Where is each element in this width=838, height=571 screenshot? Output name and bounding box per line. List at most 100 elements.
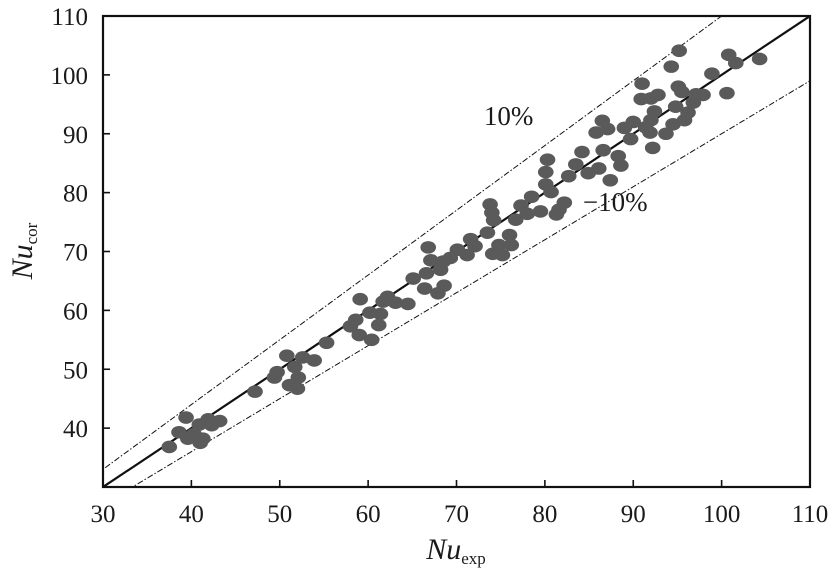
data-point xyxy=(405,272,421,285)
data-point xyxy=(247,385,263,398)
x-axis-label-main: Nu xyxy=(425,533,461,566)
y-axis-label: Nucor xyxy=(6,222,41,280)
data-point xyxy=(574,145,590,159)
data-point xyxy=(318,336,335,350)
data-point xyxy=(671,44,688,58)
data-point xyxy=(646,105,663,118)
data-point xyxy=(372,307,389,321)
x-axis-label-sub: exp xyxy=(461,549,486,568)
data-point xyxy=(195,432,211,446)
data-point xyxy=(519,207,535,221)
data-point xyxy=(491,238,507,252)
x-tick-label: 60 xyxy=(356,501,381,528)
data-point xyxy=(363,333,380,347)
x-tick-label: 80 xyxy=(532,501,557,528)
data-point xyxy=(695,88,711,102)
data-point xyxy=(751,52,768,66)
y-axis-label-main: Nu xyxy=(6,244,39,280)
x-tick-label: 30 xyxy=(91,501,116,528)
data-point xyxy=(650,88,666,102)
data-point xyxy=(178,411,194,424)
data-point xyxy=(680,106,696,119)
x-tick-label: 110 xyxy=(792,501,829,528)
data-point xyxy=(503,238,520,252)
data-point xyxy=(556,196,573,209)
data-point xyxy=(602,173,619,187)
data-point xyxy=(590,162,607,175)
data-point xyxy=(642,126,658,139)
data-point xyxy=(537,165,554,179)
x-tick-label: 90 xyxy=(621,501,646,528)
data-point xyxy=(523,190,540,204)
data-point xyxy=(610,149,627,163)
y-tick-label: 80 xyxy=(63,181,88,208)
data-point xyxy=(290,371,307,384)
data-point xyxy=(467,239,483,253)
y-axis-ticks: 40 50 60 70 80 90 100 110 xyxy=(51,4,110,443)
data-point xyxy=(423,254,439,267)
data-point xyxy=(418,266,435,280)
data-point xyxy=(613,159,629,172)
data-point xyxy=(507,213,524,227)
data-point xyxy=(494,248,511,262)
y-tick-label: 40 xyxy=(63,416,88,443)
data-point xyxy=(459,248,475,262)
y-tick-label: 100 xyxy=(51,63,89,90)
data-point xyxy=(568,158,584,171)
data-point xyxy=(211,414,228,428)
data-point xyxy=(667,100,684,113)
annotations: 10% −10% xyxy=(484,101,648,217)
data-point xyxy=(289,382,306,395)
data-point xyxy=(532,205,549,218)
data-point xyxy=(674,85,690,99)
x-axis-label: Nuexp xyxy=(425,533,486,568)
data-point xyxy=(543,185,559,199)
ref-line-minus-10 xyxy=(131,80,810,487)
data-point xyxy=(625,115,642,129)
data-point xyxy=(644,141,661,155)
y-tick-label: 60 xyxy=(63,298,88,325)
data-point xyxy=(420,241,437,254)
x-axis-ticks: 30 40 50 60 70 80 90 100 110 xyxy=(91,480,829,528)
data-point xyxy=(347,313,364,327)
data-point xyxy=(634,77,650,91)
data-point xyxy=(658,127,674,141)
data-point xyxy=(286,360,303,374)
ref-line-plus-10 xyxy=(103,16,723,470)
data-point xyxy=(387,296,404,310)
data-point xyxy=(595,143,612,157)
x-tick-label: 100 xyxy=(703,501,741,528)
data-point xyxy=(352,292,368,306)
data-point xyxy=(351,328,368,342)
data-point xyxy=(370,318,387,332)
annotation-minus-10: −10% xyxy=(583,187,648,217)
data-point xyxy=(485,213,502,227)
data-point xyxy=(306,354,323,367)
data-point xyxy=(560,169,577,183)
data-point xyxy=(416,282,433,295)
data-point xyxy=(269,365,285,379)
data-point xyxy=(704,67,720,80)
data-point xyxy=(400,297,416,311)
data-point xyxy=(479,226,496,239)
data-point xyxy=(599,122,616,136)
y-tick-label: 90 xyxy=(63,122,88,149)
data-point xyxy=(161,440,178,454)
data-point xyxy=(663,60,680,73)
x-tick-label: 70 xyxy=(444,501,469,528)
data-point xyxy=(279,349,295,363)
x-tick-label: 50 xyxy=(267,501,292,528)
data-point xyxy=(622,132,639,146)
y-tick-label: 110 xyxy=(51,4,88,31)
data-point xyxy=(727,56,744,70)
x-tick-label: 40 xyxy=(179,501,204,528)
y-axis-label-sub: cor xyxy=(22,222,41,244)
annotation-plus-10: 10% xyxy=(484,101,534,131)
data-point xyxy=(719,86,735,100)
data-points xyxy=(161,44,768,454)
y-tick-label: 70 xyxy=(63,240,88,267)
data-point xyxy=(436,279,452,292)
y-tick-label: 50 xyxy=(63,357,88,384)
data-point xyxy=(539,153,556,166)
